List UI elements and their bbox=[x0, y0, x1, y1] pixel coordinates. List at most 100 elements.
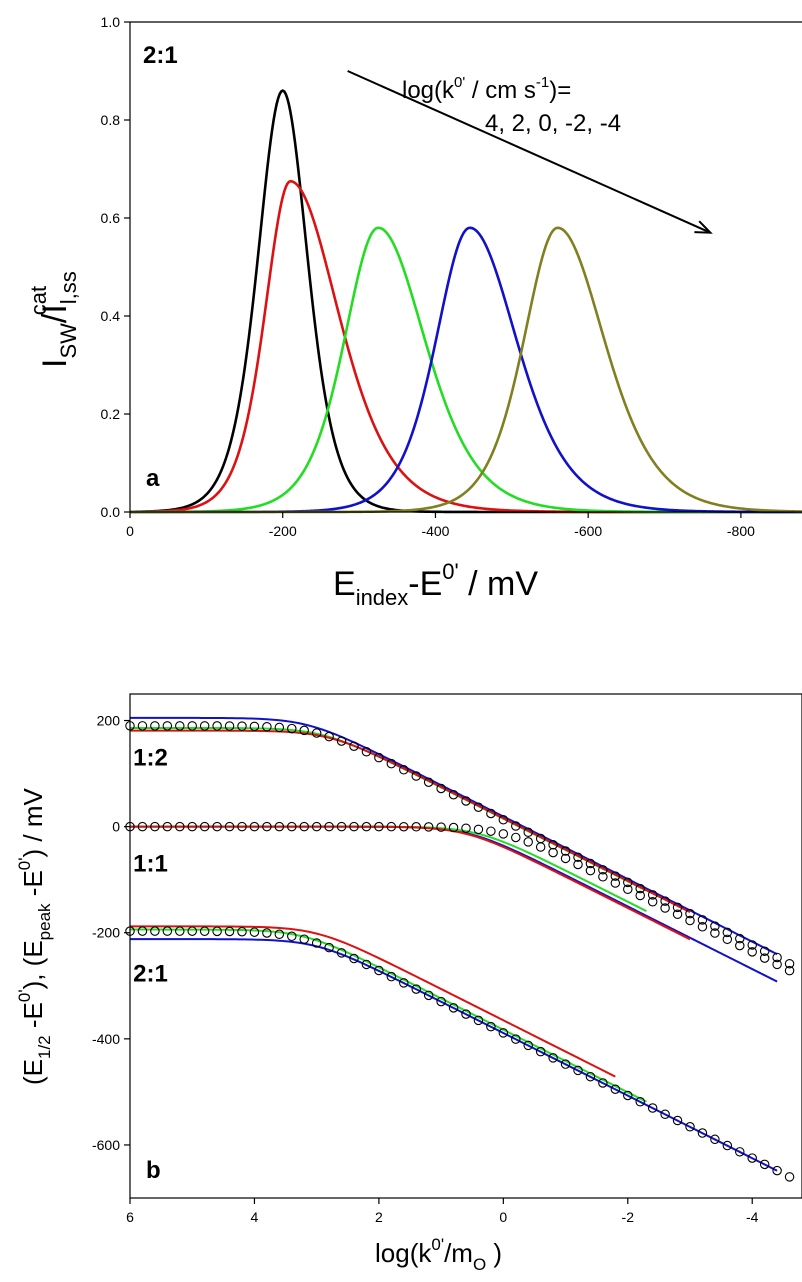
panel-b-data-point bbox=[311, 938, 322, 948]
panel-a-x-tick-label: 0 bbox=[126, 523, 134, 539]
panel-b-data-point bbox=[187, 721, 197, 731]
panel-b-plot-area bbox=[125, 716, 795, 1182]
panel-b-ticks: 6 4 2 0 -2 -4 200 0 -200 -400 -600 bbox=[92, 713, 759, 1225]
panel-a-arrow-shaft bbox=[347, 70, 711, 234]
panel-b-data-point bbox=[361, 821, 372, 832]
panel-a-x-tick-label: -400 bbox=[421, 523, 449, 539]
panel-b-data-point bbox=[647, 1103, 658, 1113]
panel-b-data-point bbox=[660, 903, 670, 913]
panel-b-data-point bbox=[523, 1040, 533, 1051]
panel-b-data-point bbox=[436, 783, 446, 794]
panel-b-data-point bbox=[349, 741, 359, 751]
panel-b-data-point bbox=[274, 929, 285, 940]
panel-b-x-label: log(k0'/mO ) bbox=[375, 1235, 502, 1274]
panel-b-group-label: 1:2 bbox=[133, 745, 168, 772]
panel-b-x-tick-label: 0 bbox=[499, 1209, 507, 1225]
panel-a-series-line bbox=[130, 226, 802, 514]
panel-b-data-point bbox=[610, 871, 621, 881]
panel-b-data-point bbox=[150, 721, 160, 731]
panel-b-data-point bbox=[187, 926, 197, 936]
panel-a-series-line bbox=[130, 226, 802, 514]
panel-b-y-tick-label: 0 bbox=[112, 819, 120, 835]
panel-b-data-point bbox=[324, 731, 334, 742]
panel-b-data-point bbox=[548, 1053, 558, 1063]
panel-b-data-point bbox=[386, 821, 397, 832]
panel-b-data-point bbox=[710, 921, 720, 931]
panel-b-data-point bbox=[486, 1021, 496, 1032]
panel-b-data-point bbox=[199, 821, 210, 832]
panel-b-data-point bbox=[324, 942, 334, 953]
panel-b-fit-line bbox=[130, 716, 778, 956]
panel-b-data-point bbox=[672, 902, 683, 913]
panel-b-letter: b bbox=[146, 1157, 161, 1184]
panel-b-data-point bbox=[361, 959, 372, 970]
panel-a-annotation-arrow bbox=[347, 70, 713, 234]
panel-b-group-label: 1:1 bbox=[133, 851, 168, 878]
panel-b-data-point bbox=[162, 721, 173, 731]
panel-b-data-point bbox=[511, 821, 521, 831]
panel-b-data-point bbox=[610, 1084, 621, 1094]
panel-b-data-point bbox=[585, 858, 596, 869]
panel-b-data-point bbox=[237, 721, 247, 731]
panel-b-data-point bbox=[535, 842, 546, 852]
panel-b-data-point bbox=[772, 1165, 782, 1176]
panel-b-data-point bbox=[224, 721, 235, 731]
panel-b-data-point bbox=[287, 723, 297, 734]
panel-b-data-point bbox=[262, 821, 272, 832]
panel-b-data-point bbox=[623, 884, 633, 895]
panel-b-data-point bbox=[274, 722, 285, 733]
panel-b-data-point bbox=[710, 1134, 720, 1145]
panel-b-data-point bbox=[448, 822, 459, 833]
panel-a-annotation-line1: log(k0' / cm s-1)= bbox=[402, 74, 571, 104]
panel-b-data-point bbox=[548, 847, 558, 858]
panel-b-data-point bbox=[199, 721, 210, 731]
panel-b-fit-line bbox=[130, 729, 691, 914]
panel-b-data-point bbox=[784, 1172, 795, 1182]
panel-b-data-point bbox=[237, 821, 247, 832]
panel-a-ticks: 0 -200 -400 -600 -800 0.0 0.2 0.4 0.6 0.8 1.0 bbox=[101, 14, 756, 539]
panel-b-fit-line bbox=[130, 938, 778, 1172]
panel-b-data-point bbox=[511, 832, 521, 843]
panel-b-data-point bbox=[249, 927, 260, 937]
panel-b-frame bbox=[129, 693, 802, 1199]
panel-b-data-point bbox=[187, 821, 197, 832]
panel-b-y-label: (E1/2 -E0'), (Epeak -E0') / mV bbox=[15, 788, 54, 1085]
panel-b-data-point bbox=[759, 946, 770, 956]
panel-b-data-point bbox=[199, 926, 210, 936]
panel-b-data-point bbox=[212, 821, 222, 832]
panel-b-data-point bbox=[548, 840, 558, 850]
panel-b-data-point bbox=[635, 1096, 645, 1107]
panel-a-y-tick-label: 0.0 bbox=[101, 504, 121, 520]
panel-a-ratio-label: 2:1 bbox=[143, 42, 178, 69]
panel-a-letter: a bbox=[146, 465, 160, 492]
panel-b-data-point bbox=[585, 865, 596, 876]
panel-b-y-tick-label: 200 bbox=[97, 713, 121, 729]
panel-b-data-point bbox=[672, 909, 683, 920]
panel-b-data-point bbox=[411, 984, 421, 994]
panel-b-y-tick-label: -200 bbox=[92, 925, 120, 941]
panel-b-data-point bbox=[647, 897, 658, 907]
panel-b-group-label: 2:1 bbox=[133, 961, 168, 988]
panel-b-data-point bbox=[150, 821, 160, 832]
panel-b-data-point bbox=[212, 926, 222, 937]
panel-b-data-point bbox=[212, 721, 222, 731]
panel-b-data-point bbox=[473, 824, 484, 835]
panel-b-data-point bbox=[560, 1059, 571, 1069]
panel-b-x-tick-label: -4 bbox=[746, 1209, 759, 1225]
panel-b-data-point bbox=[175, 721, 185, 731]
panel-b-data-point bbox=[710, 928, 720, 938]
panel-b-data-point bbox=[249, 821, 260, 832]
panel-b-x-tick-label: 6 bbox=[126, 1209, 134, 1225]
panel-b-fit-line bbox=[130, 928, 647, 1103]
panel-b-data-point bbox=[423, 822, 434, 832]
panel-b-data-point bbox=[585, 1071, 596, 1082]
panel-b-data-point bbox=[498, 829, 509, 839]
panel-a-y-tick-label: 0.2 bbox=[101, 406, 121, 422]
panel-b-data-point bbox=[349, 821, 359, 832]
panel-b-data-point bbox=[722, 927, 733, 938]
panel-b-data-point bbox=[137, 926, 148, 936]
panel-b-data-point bbox=[697, 1128, 708, 1138]
panel-b-data-point bbox=[486, 808, 496, 819]
